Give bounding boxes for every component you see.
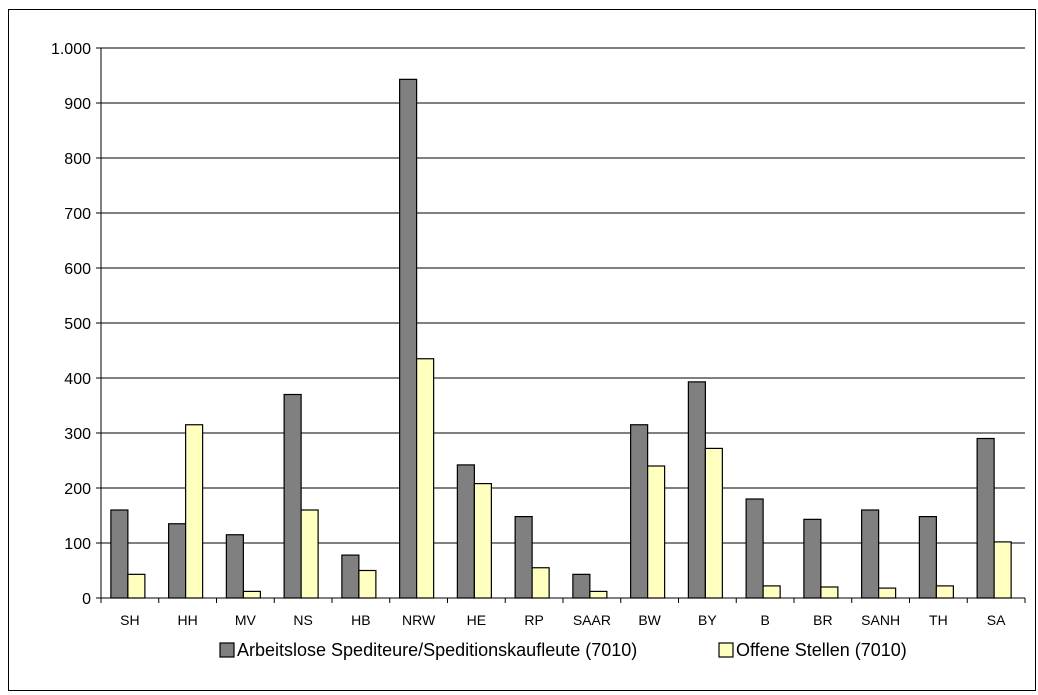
bar-b-series-1	[745, 498, 764, 599]
bar-bw-series-2	[647, 465, 666, 599]
x-tick-label: MV	[235, 612, 257, 628]
bar-hb-series-2	[358, 569, 377, 599]
y-tick-label: 700	[64, 206, 91, 223]
bar-sh-series-1	[110, 509, 129, 599]
y-tick-label: 900	[64, 96, 91, 113]
y-tick-label: 400	[64, 371, 91, 388]
x-tick-label: HH	[178, 612, 198, 628]
bar-sanh-series-1	[861, 509, 880, 599]
bar-chart: 0 100 200 300 400 500 600 700 800 900 1.000 SH HH MV N…	[51, 41, 1026, 660]
bars	[110, 78, 1012, 599]
y-tick-label: 600	[64, 261, 91, 278]
x-tick-label: NS	[293, 612, 312, 628]
y-tick-label: 300	[64, 426, 91, 443]
bar-hb-series-1	[341, 554, 360, 599]
bar-nrw-series-2	[416, 358, 435, 599]
y-tick-label: 200	[64, 481, 91, 498]
x-tick-label: HE	[467, 612, 486, 628]
legend-label-series-1: Arbeitslose Spediteure/Speditionskaufleu…	[237, 640, 637, 660]
x-tick-label: TH	[929, 612, 948, 628]
y-tick-label: 0	[82, 591, 91, 608]
y-tick-label: 100	[64, 536, 91, 553]
x-tick-label: HB	[351, 612, 370, 628]
bar-sanh-series-2	[878, 587, 897, 599]
bar-by-series-2	[704, 447, 723, 599]
bar-br-series-2	[820, 586, 839, 599]
bar-sa-series-1	[976, 437, 995, 599]
x-tick-label: BW	[638, 612, 661, 628]
x-tick-label: RP	[524, 612, 543, 628]
y-tick-label: 1.000	[51, 41, 91, 58]
bar-hh-series-2	[185, 424, 204, 599]
legend-swatch-series-2	[718, 642, 734, 658]
x-tick-label: BY	[698, 612, 717, 628]
y-tick-label: 500	[64, 316, 91, 333]
x-tick-label: BR	[813, 612, 832, 628]
bar-mv-series-1	[225, 534, 244, 599]
bar-rp-series-1	[514, 516, 533, 599]
x-tick-label: B	[760, 612, 769, 628]
y-tick-label: 800	[64, 151, 91, 168]
bar-ns-series-1	[283, 393, 302, 599]
bar-saar-series-2	[589, 590, 608, 599]
x-tick-label: SANH	[861, 612, 900, 628]
bar-sh-series-2	[127, 573, 146, 599]
bar-he-series-1	[456, 464, 475, 599]
bar-b-series-2	[762, 585, 781, 599]
legend: Arbeitslose Spediteure/Speditionskaufleu…	[219, 640, 907, 660]
axes: 0 100 200 300 400 500 600 700 800 900 1.000 SH HH MV N…	[51, 41, 1026, 628]
bar-sa-series-2	[993, 541, 1012, 599]
bar-br-series-1	[803, 518, 822, 599]
bar-mv-series-2	[242, 590, 261, 599]
bar-bw-series-1	[630, 424, 649, 599]
gridlines	[101, 47, 1025, 544]
x-tick-label: NRW	[402, 612, 436, 628]
x-tick-label: SAAR	[573, 612, 611, 628]
bar-rp-series-2	[531, 567, 550, 599]
x-tick-label: SH	[120, 612, 139, 628]
bar-th-series-1	[918, 516, 937, 599]
bar-saar-series-1	[572, 573, 591, 599]
bar-nrw-series-1	[399, 78, 418, 599]
bar-th-series-2	[935, 585, 954, 599]
chart-frame: 0 100 200 300 400 500 600 700 800 900 1.000 SH HH MV N…	[8, 9, 1036, 691]
bar-hh-series-1	[168, 523, 187, 599]
legend-swatch-series-1	[219, 642, 235, 658]
bar-he-series-2	[473, 483, 492, 599]
legend-label-series-2: Offene Stellen (7010)	[736, 640, 907, 660]
x-tick-label: SA	[987, 612, 1006, 628]
bar-by-series-1	[687, 381, 706, 599]
bar-ns-series-2	[300, 509, 319, 599]
